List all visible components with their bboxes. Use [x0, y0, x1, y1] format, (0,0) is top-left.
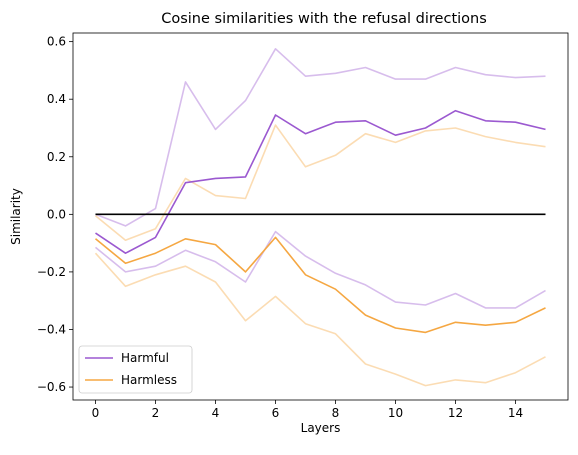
x-tick-label: 4: [212, 406, 220, 420]
series-line-3: [94, 230, 546, 309]
x-tick-label: 10: [388, 406, 403, 420]
harmful-line: [95, 109, 546, 254]
ticks-layer: 0 2 4 6 8 10 12 14 −0.6 −0.4 −0.2 0.0 0.2 0.4 0.6: [37, 35, 523, 420]
legend: Harmful Harmless: [78, 345, 193, 394]
harmless-line: [94, 236, 546, 334]
series-line-4: [94, 124, 546, 241]
series-line-5: [94, 252, 546, 387]
y-axis-label: Similarity: [9, 188, 23, 245]
x-tick-label: 6: [272, 406, 280, 420]
y-tick-label: 0.6: [47, 35, 66, 49]
x-axis-label: Layers: [301, 421, 341, 435]
legend-label: Harmful: [121, 351, 169, 365]
series-line-2: [95, 47, 546, 227]
plot-frame: [72, 32, 569, 401]
y-tick-label: −0.4: [37, 322, 66, 336]
y-tick-label: 0.0: [47, 207, 66, 221]
x-tick-label: 14: [508, 406, 523, 420]
series-layer: [94, 47, 546, 387]
x-tick-label: 12: [448, 406, 463, 420]
x-tick-label: 2: [152, 406, 160, 420]
x-tick-label: 0: [92, 406, 100, 420]
y-tick-label: −0.6: [37, 380, 66, 394]
y-tick-label: 0.4: [47, 92, 66, 106]
chart-title: Cosine similarities with the refusal dir…: [161, 11, 487, 27]
x-tick-label: 8: [332, 406, 340, 420]
y-tick-label: 0.2: [47, 150, 66, 164]
legend-label: Harmless: [121, 373, 177, 387]
y-tick-label: −0.2: [37, 265, 66, 279]
